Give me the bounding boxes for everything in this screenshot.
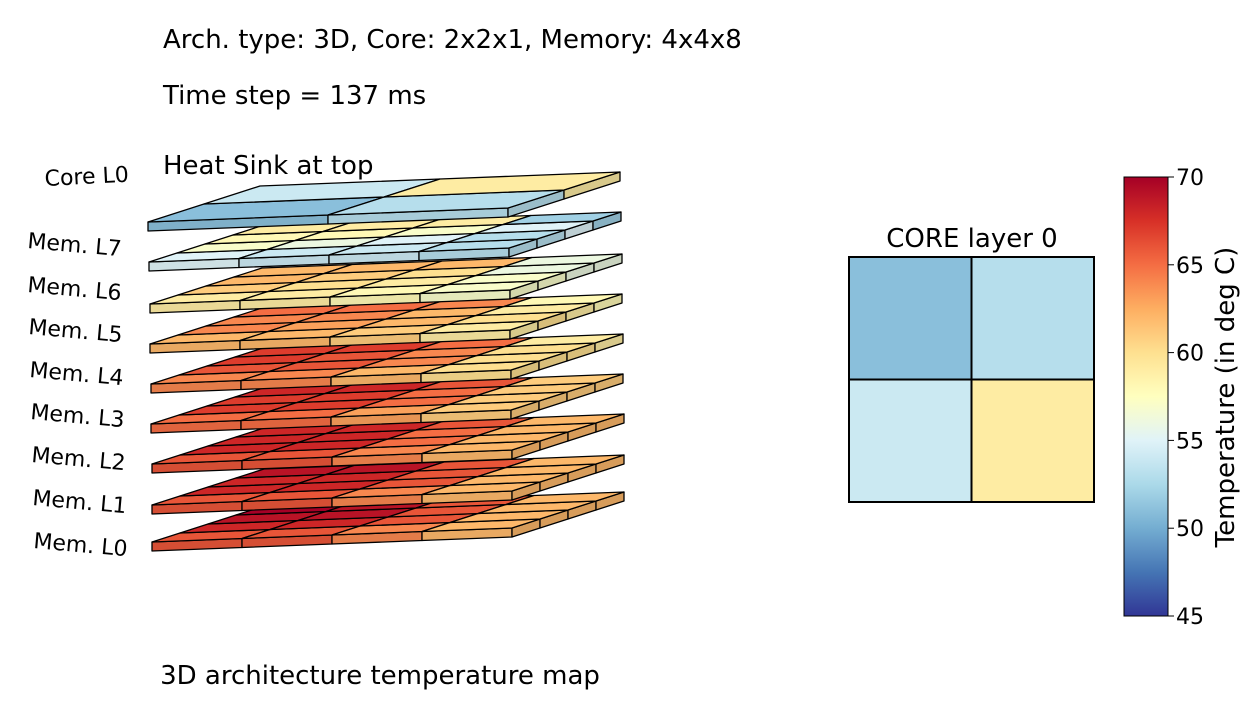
layer-slab	[147, 171, 621, 232]
colorbar-tick-label: 45	[1176, 605, 1204, 630]
heat-sink-text: Heat Sink at top	[163, 151, 373, 181]
colorbar-tick-label: 70	[1176, 166, 1204, 191]
colorbar-tick-label: 60	[1176, 342, 1204, 367]
layer-label: Mem. L3	[29, 400, 125, 433]
colorbar-tick-label: 55	[1176, 429, 1204, 454]
layer-slab	[150, 373, 624, 434]
core-heatmap-cell	[970, 256, 1095, 381]
layer-slab	[149, 293, 623, 354]
layer-label: Mem. L5	[27, 315, 123, 348]
temperature-tile	[505, 413, 625, 428]
layer-label: Mem. L7	[26, 229, 122, 262]
core-heatmap-cell	[970, 378, 1095, 503]
arch-type-text: Arch. type: 3D, Core: 2x2x1, Memory: 4x4…	[163, 25, 742, 55]
colorbar-tick-label: 65	[1176, 254, 1204, 279]
colorbar-tick-label: 50	[1176, 517, 1204, 542]
temperature-tile	[502, 211, 622, 226]
layer-slab	[151, 413, 625, 474]
3d-layer-stack	[147, 171, 625, 552]
temperature-tile	[505, 491, 625, 506]
colorbar: Temperature (in deg C) 45 50 55 60 65 70	[1123, 166, 1241, 630]
colorbar-label: Temperature (in deg C)	[1211, 247, 1241, 549]
layer-label: Mem. L6	[26, 273, 122, 306]
layer-label: Mem. L1	[31, 486, 127, 519]
layer-label: Mem. L0	[32, 529, 128, 562]
temperature-tile	[383, 171, 621, 198]
temperature-tile	[504, 333, 624, 348]
temperature-tile	[505, 454, 625, 469]
temperature-tile	[504, 373, 624, 388]
layer-slab	[148, 211, 622, 272]
temperature-tile	[503, 293, 623, 308]
core-heatmap-cell	[848, 256, 973, 381]
layer-label: Mem. L2	[30, 443, 126, 476]
colorbar-gradient	[1123, 176, 1169, 617]
figure-caption: 3D architecture temperature map	[160, 661, 600, 691]
layer-label: Core L0	[44, 163, 129, 192]
temperature-tile	[503, 253, 623, 268]
layer-labels: Core L0 Mem. L7 Mem. L6 Mem. L5 Mem. L4 Mem. …	[26, 163, 129, 563]
core-heatmap-frame	[848, 256, 1095, 503]
core-heatmap-cell	[848, 378, 973, 503]
core-layer-heatmap: CORE layer 0	[848, 224, 1095, 503]
layer-slab	[149, 253, 623, 314]
layer-label: Mem. L4	[28, 358, 124, 391]
layer-slab	[150, 333, 624, 394]
time-step-text: Time step = 137 ms	[162, 81, 426, 111]
core-heatmap-title: CORE layer 0	[886, 224, 1057, 254]
